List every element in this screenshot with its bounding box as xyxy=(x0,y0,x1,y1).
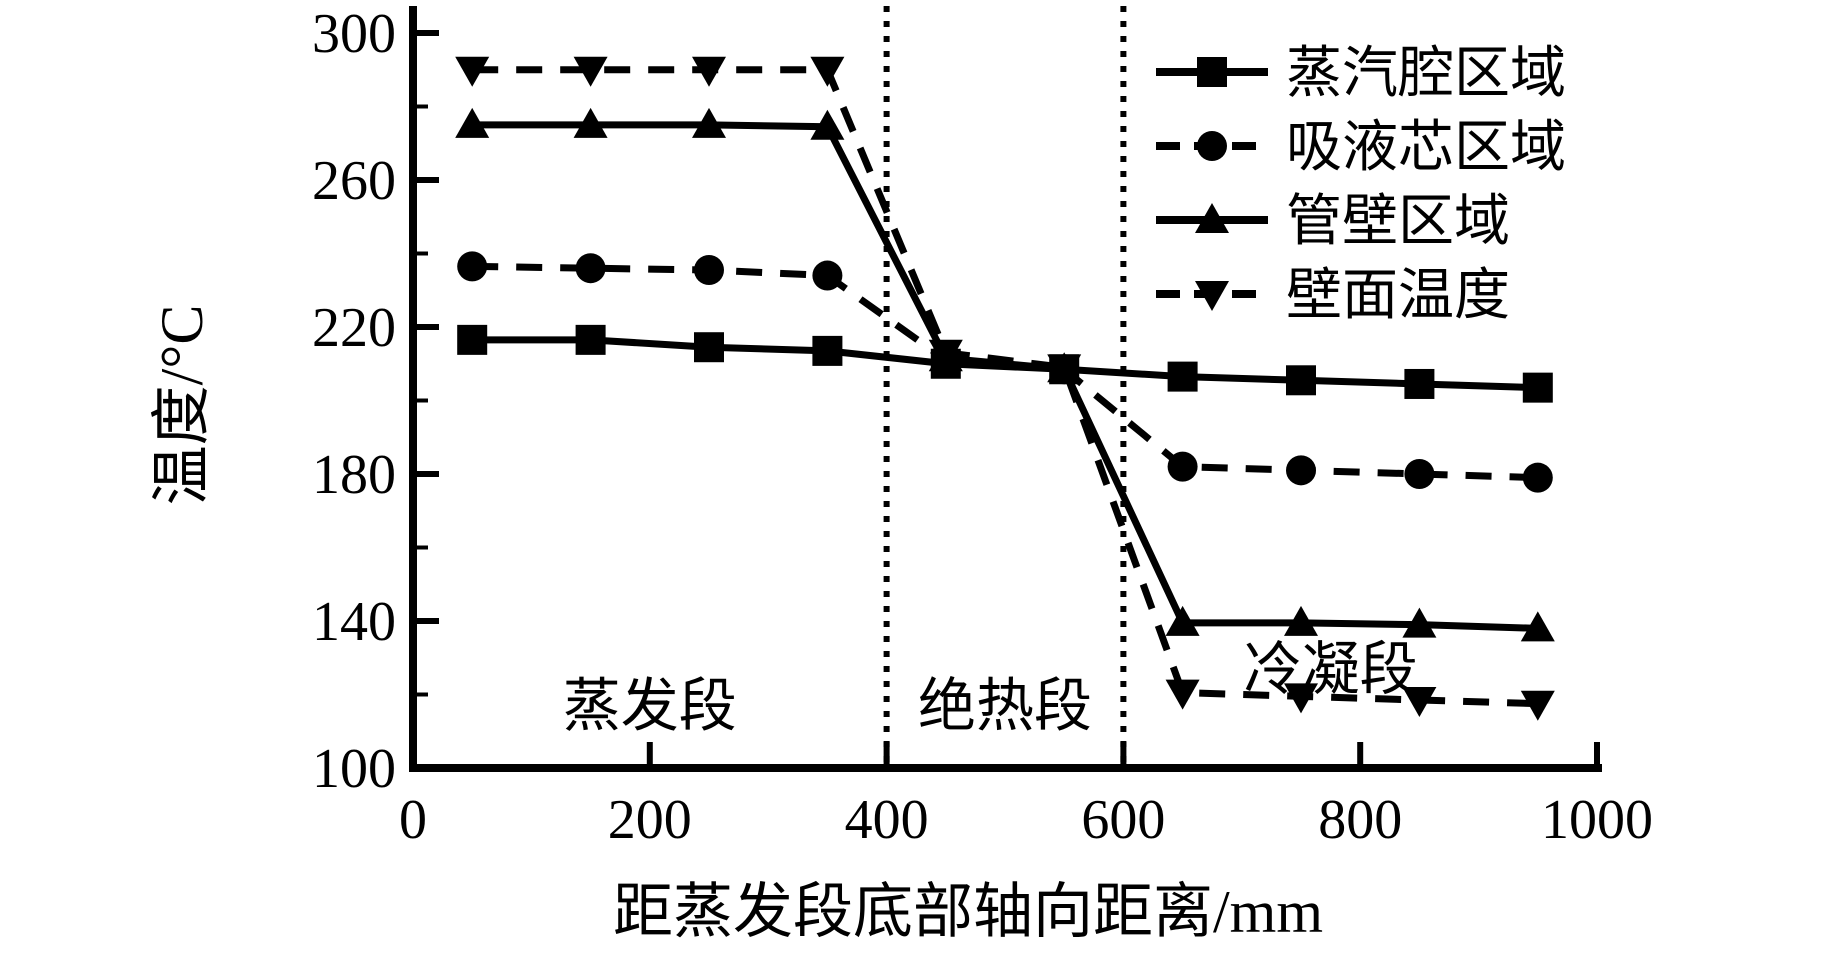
legend-label-wick: 吸液芯区域 xyxy=(1286,117,1566,179)
legend-item-tube-wall: 管壁区域 xyxy=(1156,191,1510,253)
x-tick-label: 600 xyxy=(1081,789,1165,851)
region-label-adiabatic-section: 绝热段 xyxy=(918,674,1092,739)
x-tick-label: 1000 xyxy=(1541,789,1653,851)
circle-marker xyxy=(457,251,488,282)
x-tick-label: 400 xyxy=(845,789,929,851)
circle-marker xyxy=(812,260,843,291)
triangle-up-marker xyxy=(1520,611,1555,642)
circle-marker xyxy=(1197,131,1227,161)
legend-item-wick: 吸液芯区域 xyxy=(1156,117,1566,179)
circle-marker xyxy=(575,253,606,284)
legend-item-steam-chamber: 蒸汽腔区域 xyxy=(1156,43,1566,105)
triangle-up-marker xyxy=(810,109,845,140)
triangle-down-marker xyxy=(810,56,845,87)
x-axis-title: 距蒸发段底部轴向距离/mm xyxy=(612,879,1324,945)
square-marker xyxy=(1286,365,1316,396)
circle-marker xyxy=(1522,462,1553,493)
triangle-down-marker xyxy=(692,56,726,87)
y-tick-label: 300 xyxy=(312,3,396,65)
x-tick-label: 200 xyxy=(608,789,692,851)
triangle-up-marker xyxy=(573,107,608,138)
square-marker xyxy=(1404,368,1435,399)
triangle-down-marker xyxy=(1284,683,1318,714)
x-tick-label: 800 xyxy=(1318,789,1402,851)
legend-item-wall-temperature: 壁面温度 xyxy=(1156,265,1510,327)
x-tick-label: 0 xyxy=(399,789,427,851)
square-marker xyxy=(457,324,488,355)
legend-label-wall-temperature: 壁面温度 xyxy=(1286,265,1510,327)
circle-marker xyxy=(1167,451,1198,482)
triangle-down-marker xyxy=(455,56,490,87)
legend-label-tube-wall: 管壁区域 xyxy=(1286,191,1510,253)
triangle-up-marker xyxy=(1402,607,1437,638)
square-marker xyxy=(1049,354,1080,385)
square-marker xyxy=(1522,372,1553,403)
circle-marker xyxy=(694,255,724,286)
series-line-wick xyxy=(472,262,1538,482)
square-marker xyxy=(1197,57,1227,87)
y-tick-label: 260 xyxy=(312,150,396,212)
triangle-down-marker xyxy=(1165,679,1200,710)
triangle-up-marker xyxy=(1195,203,1229,233)
triangle-down-marker xyxy=(573,56,608,87)
circle-marker xyxy=(1286,455,1316,486)
square-marker xyxy=(694,332,724,363)
region-label-condensation-section: 冷凝段 xyxy=(1244,637,1418,702)
region-label-evaporation-section: 蒸发段 xyxy=(563,674,737,739)
y-axis-title: 温度/°C xyxy=(149,304,215,506)
series-line-steam-chamber xyxy=(472,336,1538,392)
legend-label-steam-chamber: 蒸汽腔区域 xyxy=(1286,43,1566,105)
y-tick-label: 100 xyxy=(312,738,396,800)
y-tick-label: 180 xyxy=(312,444,396,506)
square-marker xyxy=(812,335,843,366)
series-steam-chamber xyxy=(457,324,1553,403)
y-tick-label: 140 xyxy=(312,591,396,653)
axes: 100 140 180 220 260 300 0 200 400 600 800 1000 xyxy=(312,3,1653,851)
square-marker xyxy=(930,348,961,379)
triangle-up-marker xyxy=(1284,605,1318,636)
circle-marker xyxy=(1404,459,1435,489)
square-marker xyxy=(575,324,606,355)
triangle-up-marker xyxy=(1165,605,1200,636)
triangle-down-marker xyxy=(1402,687,1437,718)
triangle-down-marker xyxy=(1520,690,1555,721)
series-tube-wall xyxy=(455,107,1555,642)
square-marker xyxy=(1167,361,1198,392)
series-line-wall-temperature xyxy=(472,66,1538,708)
y-tick-label: 220 xyxy=(312,297,396,359)
triangle-up-marker xyxy=(455,107,490,138)
triangle-down-marker xyxy=(1195,281,1229,311)
triangle-up-marker xyxy=(692,107,726,138)
